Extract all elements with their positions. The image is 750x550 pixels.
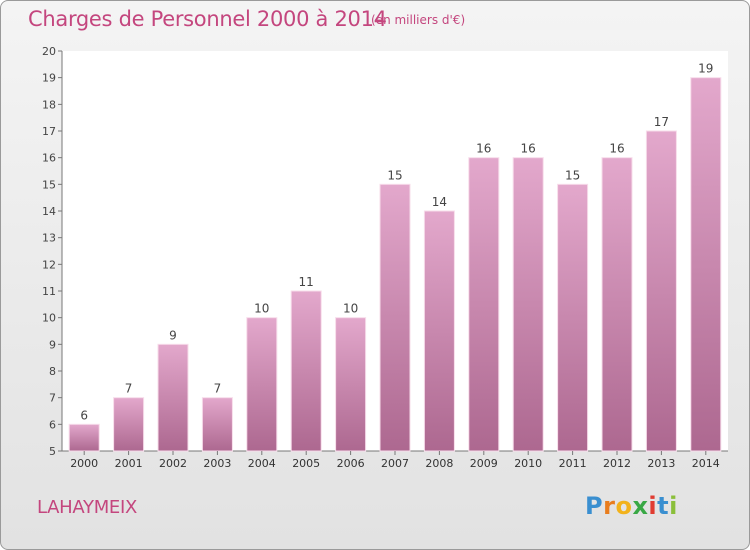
- logo-letter: i: [648, 492, 658, 520]
- bar: [246, 317, 278, 452]
- y-tick-label: 19: [42, 72, 56, 85]
- y-tick-label: 14: [42, 205, 56, 218]
- x-tick-label: 2013: [647, 457, 675, 470]
- bar: [512, 157, 544, 452]
- bar: [335, 317, 367, 452]
- logo-letter: x: [632, 492, 649, 520]
- y-tick-label: 13: [42, 232, 56, 245]
- bar-value-label: 7: [125, 382, 133, 396]
- y-tick-label: 18: [42, 98, 56, 111]
- x-tick-label: 2006: [337, 457, 365, 470]
- y-tick-label: 9: [49, 338, 56, 351]
- bar-value-label: 10: [254, 302, 269, 316]
- x-tick-label: 2008: [425, 457, 453, 470]
- x-tick-label: 2000: [70, 457, 98, 470]
- bar-value-label: 15: [565, 168, 580, 182]
- x-tick-label: 2007: [381, 457, 409, 470]
- bar: [68, 423, 100, 452]
- logo-letter: P: [585, 492, 604, 520]
- bar: [113, 397, 145, 452]
- y-tick-label: 12: [42, 258, 56, 271]
- x-tick-label: 2012: [603, 457, 631, 470]
- proxiti-logo: Proxiti: [585, 492, 678, 520]
- logo-letter: r: [603, 492, 616, 520]
- bar-value-label: 16: [476, 142, 491, 156]
- logo-letter: o: [615, 492, 633, 520]
- y-tick-label: 17: [42, 125, 56, 138]
- x-tick-label: 2003: [203, 457, 231, 470]
- x-tick-label: 2004: [248, 457, 276, 470]
- y-tick-label: 10: [42, 312, 56, 325]
- bar: [379, 183, 411, 452]
- x-tick-label: 2014: [692, 457, 720, 470]
- y-tick-label: 15: [42, 178, 56, 191]
- bar: [645, 130, 677, 452]
- y-tick-label: 8: [49, 365, 56, 378]
- chart-subtitle: (en milliers d'€): [371, 13, 466, 27]
- bar-value-label: 16: [521, 142, 536, 156]
- bar-value-label: 7: [214, 382, 222, 396]
- bar-value-label: 6: [80, 408, 88, 422]
- y-tick-label: 6: [49, 418, 56, 431]
- y-tick-label: 16: [42, 152, 56, 165]
- bar: [201, 397, 233, 452]
- y-tick-label: 11: [42, 285, 56, 298]
- x-tick-label: 2011: [559, 457, 587, 470]
- bar-value-label: 10: [343, 302, 358, 316]
- bar: [690, 77, 722, 452]
- bar-value-label: 15: [387, 168, 402, 182]
- bar-value-label: 14: [432, 195, 447, 209]
- bar: [157, 343, 189, 452]
- bar-value-label: 16: [609, 142, 624, 156]
- chart-title: Charges de Personnel 2000 à 2014: [28, 7, 387, 31]
- bar-value-label: 17: [654, 115, 669, 129]
- y-tick-label: 20: [42, 45, 56, 58]
- bar-value-label: 11: [299, 275, 314, 289]
- x-tick-label: 2009: [470, 457, 498, 470]
- commune-name: LAHAYMEIX: [37, 497, 138, 518]
- logo-letter: t: [657, 492, 670, 520]
- bar: [601, 157, 633, 452]
- logo-letter: i: [669, 492, 678, 520]
- y-tick-label: 7: [49, 392, 56, 405]
- bar-value-label: 9: [169, 328, 177, 342]
- bar: [290, 290, 322, 452]
- bar: [468, 157, 500, 452]
- bar-value-label: 19: [698, 62, 713, 76]
- x-tick-label: 2005: [292, 457, 320, 470]
- x-tick-label: 2010: [514, 457, 542, 470]
- bar: [557, 183, 589, 452]
- x-tick-label: 2002: [159, 457, 187, 470]
- x-tick-label: 2001: [115, 457, 143, 470]
- bar: [423, 210, 455, 452]
- y-tick-label: 5: [49, 445, 56, 458]
